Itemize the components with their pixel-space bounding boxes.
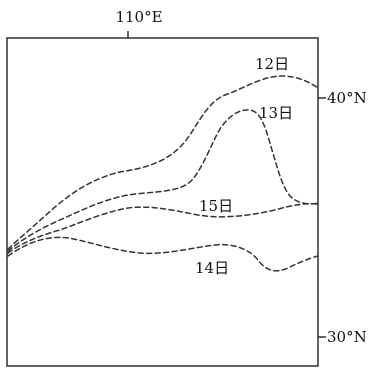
route-label-12: 12日 (255, 55, 289, 73)
route-line-14 (7, 236, 319, 272)
route-label-15: 15日 (199, 197, 233, 215)
route-line-15 (7, 203, 319, 254)
latitude-label-40n: 40°N (327, 89, 367, 107)
route-label-14: 14日 (195, 259, 229, 277)
route-label-13: 13日 (259, 104, 293, 122)
longitude-label-110e: 110°E (115, 8, 162, 26)
latitude-label-30n: 30°N (327, 328, 367, 346)
route-line-12 (7, 75, 319, 250)
map-frame (6, 37, 319, 367)
route-line-13 (7, 109, 319, 252)
